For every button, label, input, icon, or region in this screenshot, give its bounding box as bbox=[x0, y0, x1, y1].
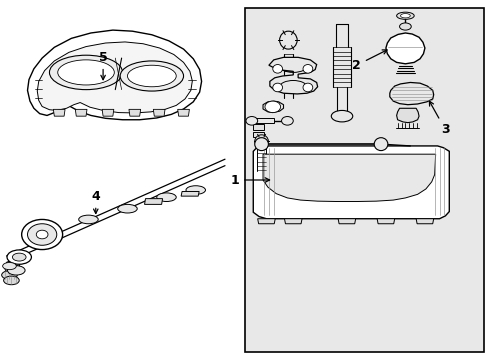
Polygon shape bbox=[252, 125, 264, 130]
Polygon shape bbox=[27, 30, 201, 120]
Polygon shape bbox=[253, 146, 448, 219]
Ellipse shape bbox=[79, 215, 98, 224]
Polygon shape bbox=[337, 219, 355, 224]
Text: 5: 5 bbox=[99, 51, 107, 80]
Ellipse shape bbox=[264, 101, 280, 113]
Ellipse shape bbox=[1, 271, 17, 279]
Text: 2: 2 bbox=[351, 50, 386, 72]
Text: 3: 3 bbox=[428, 101, 449, 136]
Text: 1: 1 bbox=[230, 174, 269, 186]
Polygon shape bbox=[268, 57, 317, 94]
Polygon shape bbox=[102, 109, 114, 116]
Ellipse shape bbox=[279, 31, 297, 49]
Ellipse shape bbox=[245, 117, 257, 125]
Polygon shape bbox=[75, 109, 87, 116]
Polygon shape bbox=[385, 33, 424, 64]
Polygon shape bbox=[415, 219, 433, 224]
Ellipse shape bbox=[21, 220, 62, 249]
Ellipse shape bbox=[49, 55, 122, 90]
Ellipse shape bbox=[254, 138, 268, 150]
Ellipse shape bbox=[3, 276, 19, 285]
Ellipse shape bbox=[303, 64, 312, 73]
Ellipse shape bbox=[157, 193, 176, 202]
Ellipse shape bbox=[399, 23, 410, 30]
Polygon shape bbox=[257, 219, 275, 224]
Polygon shape bbox=[263, 154, 435, 202]
Polygon shape bbox=[252, 118, 273, 123]
Polygon shape bbox=[177, 109, 189, 116]
Ellipse shape bbox=[118, 204, 137, 213]
Polygon shape bbox=[376, 219, 394, 224]
Ellipse shape bbox=[396, 12, 413, 19]
Polygon shape bbox=[153, 109, 164, 116]
Polygon shape bbox=[181, 192, 199, 196]
Ellipse shape bbox=[127, 65, 176, 87]
Polygon shape bbox=[389, 82, 433, 105]
Polygon shape bbox=[53, 109, 65, 116]
Ellipse shape bbox=[281, 117, 293, 125]
Text: 4: 4 bbox=[91, 190, 100, 213]
Polygon shape bbox=[252, 132, 264, 137]
Ellipse shape bbox=[373, 138, 387, 150]
Ellipse shape bbox=[12, 253, 26, 261]
Ellipse shape bbox=[2, 262, 16, 270]
Polygon shape bbox=[129, 109, 141, 116]
Polygon shape bbox=[144, 199, 162, 204]
Ellipse shape bbox=[36, 230, 48, 239]
Ellipse shape bbox=[27, 224, 57, 245]
Ellipse shape bbox=[120, 61, 183, 91]
Ellipse shape bbox=[400, 14, 409, 18]
Polygon shape bbox=[396, 108, 418, 123]
Bar bbox=[245, 8, 484, 352]
Ellipse shape bbox=[330, 111, 352, 122]
Ellipse shape bbox=[185, 186, 205, 194]
Polygon shape bbox=[263, 101, 283, 113]
Ellipse shape bbox=[254, 135, 268, 148]
Ellipse shape bbox=[303, 83, 312, 92]
Ellipse shape bbox=[5, 265, 20, 273]
Ellipse shape bbox=[7, 266, 25, 275]
Ellipse shape bbox=[58, 60, 114, 85]
Polygon shape bbox=[284, 219, 302, 224]
Polygon shape bbox=[37, 42, 192, 113]
Ellipse shape bbox=[272, 64, 282, 73]
Ellipse shape bbox=[7, 250, 31, 264]
Ellipse shape bbox=[272, 83, 282, 92]
